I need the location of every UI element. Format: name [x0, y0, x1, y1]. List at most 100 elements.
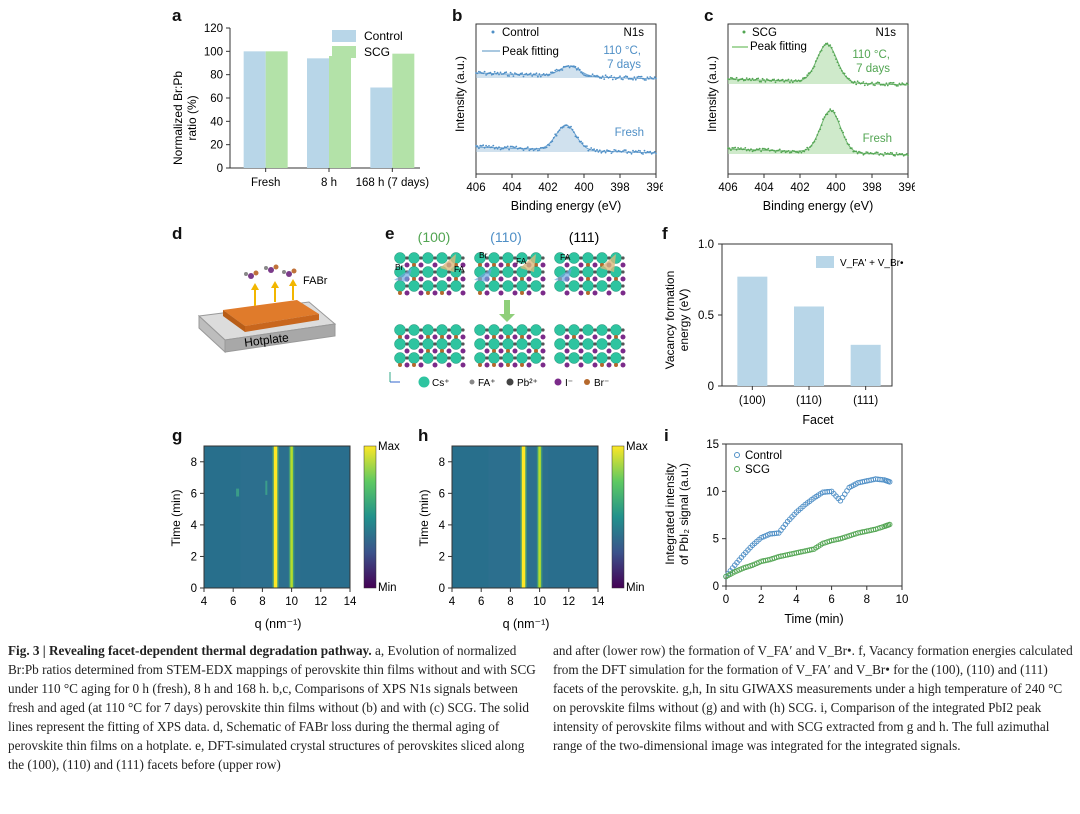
pb-atom — [447, 256, 451, 260]
pb-atom — [621, 356, 625, 360]
br-atom — [398, 363, 402, 367]
br-atom — [506, 349, 510, 353]
cs-atom — [596, 280, 608, 292]
f-xtick-label: (111) — [853, 395, 878, 407]
i-atom — [526, 334, 532, 340]
pb-atom — [541, 270, 545, 274]
chart-i-ylabel-1: Integrated intensity — [663, 463, 677, 564]
panel-label-g: g — [172, 426, 183, 445]
br-atom — [478, 363, 482, 367]
h-plot-frame — [451, 445, 599, 589]
i-ytick-label: 15 — [706, 439, 719, 451]
i-atom — [418, 276, 424, 282]
g-plot-ytick-label: 6 — [191, 488, 197, 500]
b-plot-xtick-label: 404 — [502, 182, 522, 194]
facet-111-label: (111) — [569, 229, 600, 245]
br-atom — [506, 363, 510, 367]
a-ytick-label: 80 — [210, 70, 223, 82]
i-atom — [512, 362, 518, 368]
b-plot-peak-area — [476, 66, 656, 79]
pb-atom — [541, 256, 545, 260]
cs-atom — [422, 266, 434, 278]
i-atom — [460, 290, 466, 296]
br-atom — [412, 263, 416, 267]
i-atom — [540, 290, 546, 296]
i-atom — [578, 334, 584, 340]
br-atom — [440, 349, 444, 353]
cs-atom — [450, 352, 462, 364]
b-plot-peak-area — [476, 125, 656, 153]
chart-b-legend-fit: Peak fitting — [502, 46, 559, 58]
cs-atom — [488, 352, 500, 364]
pb-atom — [527, 342, 531, 346]
cs-atom — [502, 324, 514, 336]
i-atom — [578, 362, 584, 368]
c-plot-peak-area — [728, 44, 908, 85]
cs-atom — [488, 280, 500, 292]
i-point-scg — [809, 546, 815, 553]
i-atom — [432, 348, 438, 354]
chart-c-ylabel: Intensity (a.u.) — [705, 56, 719, 132]
i-atom — [620, 334, 626, 340]
pb-atom — [461, 342, 465, 346]
cs-atom — [408, 324, 420, 336]
cs-atom — [474, 324, 486, 336]
panel-label-e: e — [385, 224, 395, 243]
g-plot-xtick-label: 4 — [201, 596, 208, 608]
cs-atom — [422, 352, 434, 364]
arrows-up — [251, 279, 297, 306]
f-xtick-label: (110) — [796, 395, 822, 407]
cs-atom — [596, 252, 608, 264]
chart-f-xlabel: Facet — [802, 413, 834, 427]
vacancy-arrow — [440, 254, 456, 272]
cs-atom — [422, 252, 434, 264]
chart-c-legend-data: SCG — [752, 27, 777, 39]
i-xtick-label: 8 — [864, 594, 870, 606]
pb-atom — [513, 270, 517, 274]
film-left — [223, 310, 245, 332]
pb-atom — [607, 328, 611, 332]
i-atom — [592, 290, 598, 296]
f-ytick-label: 0.5 — [698, 310, 714, 322]
pb-atom — [621, 342, 625, 346]
film-top — [223, 300, 319, 326]
pb-atom — [593, 284, 597, 288]
br-atom — [412, 363, 416, 367]
chart-c-aged-2: 7 days — [856, 63, 890, 75]
b-plot-fit-line — [476, 124, 656, 154]
pb-atom — [485, 342, 489, 346]
i-atom — [540, 262, 546, 268]
chart-b-fresh: Fresh — [615, 127, 644, 139]
i-atom — [484, 290, 490, 296]
vacancy-arrow — [520, 254, 536, 272]
i-atom — [432, 290, 438, 296]
figure-caption-left: Fig. 3 | Revealing facet-dependent therm… — [8, 641, 536, 774]
cs-atom — [488, 338, 500, 350]
figure-caption-right: and after (lower row) the formation of V… — [553, 643, 1073, 753]
i-atom — [404, 262, 410, 268]
chart-b: 406 404 402 400 398 396 Intensity (a.u.) Bind… — [453, 23, 663, 213]
pb-atom — [621, 328, 625, 332]
i-atom — [418, 262, 424, 268]
a-xtick-label: 168 h (7 days) — [356, 177, 430, 189]
a-bar-control — [243, 51, 266, 168]
cs-atom — [582, 324, 594, 336]
h-plot-xtick-label: 4 — [449, 596, 456, 608]
br-atom — [520, 291, 524, 295]
pb-atom — [593, 356, 597, 360]
vacancy-arrow — [474, 268, 492, 282]
i-point-control — [844, 488, 850, 494]
pb-atom — [461, 284, 465, 288]
i-atom — [620, 362, 626, 368]
i-atom — [526, 362, 532, 368]
br-atom — [398, 335, 402, 339]
pb-atom — [499, 356, 503, 360]
pb-atom — [405, 342, 409, 346]
chart-g-cb-min: Min — [378, 582, 397, 594]
chart-i-legend-control: Control — [745, 450, 782, 462]
pb-atom — [527, 284, 531, 288]
h-plot-colorbar — [611, 445, 625, 589]
i-xtick-label: 10 — [896, 594, 909, 606]
crystal-structure — [474, 252, 546, 296]
br-atom — [614, 335, 618, 339]
